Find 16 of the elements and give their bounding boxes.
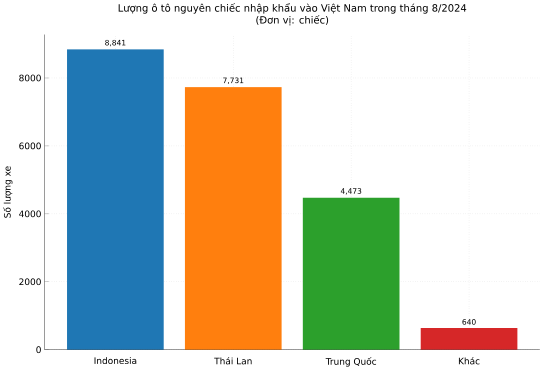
- x-tick-label: Trung Quốc: [326, 357, 376, 367]
- y-tick-label: 4000: [19, 210, 41, 218]
- chart-title: Lượng ô tô nguyên chiếc nhập khẩu vào Việt Nam trong tháng 8/2024: [118, 3, 466, 14]
- bar: [302, 198, 400, 350]
- y-tick-label: 8000: [19, 74, 41, 82]
- x-tick-label: Indonesia: [94, 357, 136, 364]
- x-tick-label: Thái Lan: [214, 357, 252, 365]
- chart-subtitle: (Đơn vị: chiếc): [256, 15, 328, 26]
- bar: [67, 50, 164, 350]
- bar: [420, 328, 518, 350]
- x-tick-label: Khác: [458, 357, 480, 365]
- y-tick-label: 2000: [19, 278, 41, 286]
- y-tick-label: 6000: [19, 142, 41, 150]
- y-tick-label: 0: [36, 346, 41, 354]
- y-axis-title: Số lượng xe: [2, 166, 12, 218]
- bar: [184, 87, 282, 350]
